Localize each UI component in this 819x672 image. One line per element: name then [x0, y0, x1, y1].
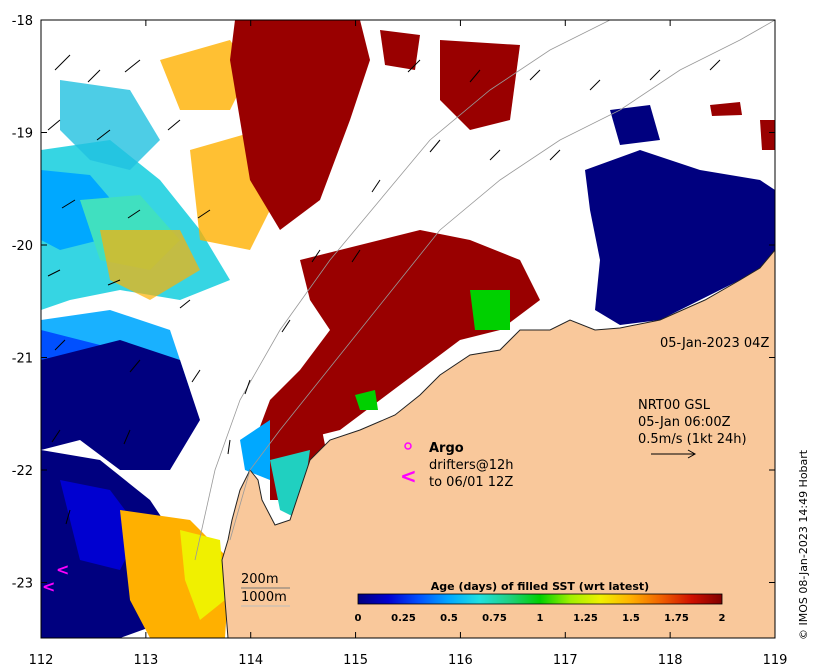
y-tick-label: -20	[12, 239, 33, 254]
y-tick-label: -22	[12, 464, 33, 479]
y-tick-label: -23	[12, 577, 33, 592]
colorbar-title: Age (days) of filled SST (wrt latest)	[431, 580, 649, 593]
x-tick-label: 116	[448, 653, 473, 668]
x-tick-label: 114	[238, 653, 263, 668]
isobath-1000-label: 1000m	[241, 590, 287, 605]
argo-label: Argo	[429, 441, 464, 456]
current-product-label: NRT00 GSL	[638, 398, 711, 413]
colorbar	[357, 593, 723, 605]
colorbar-tick-label: 0	[355, 613, 362, 624]
x-tick-label: 115	[343, 653, 368, 668]
colorbar-ticks: 0 0.25 0.5 0.75 1 1.25 1.5 1.75 2	[355, 613, 726, 624]
x-tick-label: 119	[763, 653, 788, 668]
sst-field	[41, 20, 775, 638]
drifters-label-1: drifters@12h	[429, 458, 514, 473]
isobaths	[194, 20, 775, 561]
x-tick-label: 113	[133, 653, 158, 668]
land-mass	[221, 249, 775, 638]
credit-text: © IMOS 08-Jan-2023 14:49 Hobart	[797, 449, 810, 640]
plot-frame	[40, 19, 776, 639]
colorbar-tick-label: 1.5	[622, 613, 640, 624]
current-vectors	[47, 54, 721, 525]
sst-timestamp: 05-Jan-2023 04Z	[660, 336, 769, 351]
current-time-label: 05-Jan 06:00Z	[638, 415, 731, 430]
colorbar-tick-label: 0.25	[391, 613, 416, 624]
colorbar-tick-label: 2	[719, 613, 726, 624]
colorbar-tick-label: 1	[537, 613, 544, 624]
current-arrow-icon	[651, 449, 697, 459]
drifter-chevron-icon: <	[56, 560, 69, 579]
x-tick-label: 117	[553, 653, 578, 668]
current-scale-label: 0.5m/s (1kt 24h)	[638, 432, 747, 447]
y-tick-label: -21	[12, 352, 33, 367]
x-axis: 112 113 114 115 116 117 118 119	[29, 20, 788, 668]
y-tick-label: -18	[12, 14, 33, 29]
colorbar-tick-label: 0.5	[440, 613, 458, 624]
x-tick-label: 112	[29, 653, 54, 668]
isobath-200-label: 200m	[241, 572, 278, 587]
x-tick-label: 118	[658, 653, 683, 668]
y-axis: -18 -19 -20 -21 -22 -23	[12, 14, 775, 592]
y-tick-label: -19	[12, 127, 33, 142]
colorbar-tick-label: 0.75	[482, 613, 507, 624]
colorbar-tick-label: 1.25	[573, 613, 598, 624]
drifter-chevron-icon: <	[42, 577, 55, 596]
colorbar-tick-label: 1.75	[664, 613, 689, 624]
drifter-chevron-icon: <	[400, 464, 417, 488]
argo-circle-icon	[404, 442, 412, 450]
drifters-label-2: to 06/01 12Z	[429, 475, 513, 490]
